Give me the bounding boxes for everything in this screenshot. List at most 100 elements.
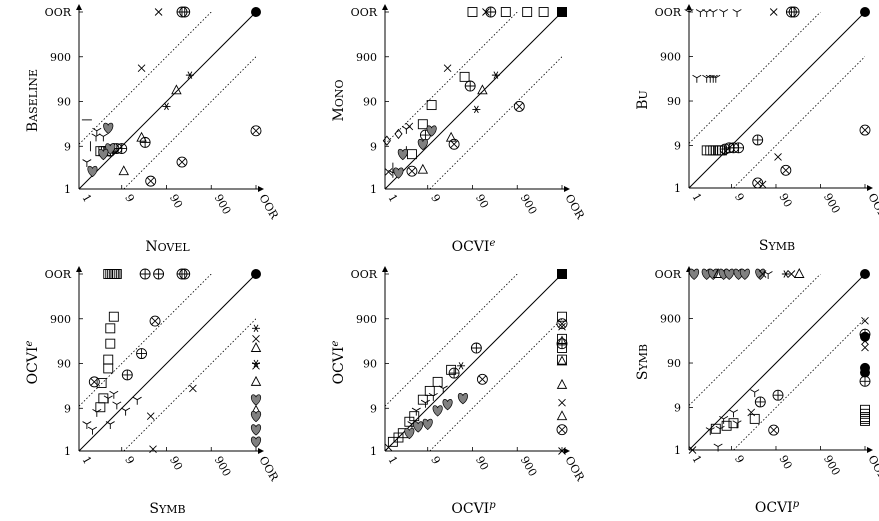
data-point-tri <box>705 74 715 83</box>
data-point-x <box>252 335 260 343</box>
y-tick-label: OOR <box>351 268 378 281</box>
data-point-tri <box>420 399 430 408</box>
data-point-heart <box>397 148 408 161</box>
y-tick-label: 900 <box>660 51 681 64</box>
x-tick-label: 1 <box>689 453 704 466</box>
x-tick-label: OOR <box>562 192 587 222</box>
lower-factor-line <box>733 56 865 188</box>
data-point-x <box>146 412 155 420</box>
data-point-diamond <box>382 135 391 146</box>
data-point-heart <box>739 268 750 280</box>
x-axis-title: OCVIp <box>755 499 800 517</box>
data-points <box>684 6 871 189</box>
data-point-star <box>162 102 171 111</box>
data-point-oplus <box>485 6 497 18</box>
reference-lines <box>689 12 865 188</box>
data-point-square <box>717 145 727 156</box>
y-axis-title: OCVIe <box>330 341 348 385</box>
data-point-heart <box>98 148 109 161</box>
x-tick-label: 1 <box>689 191 704 204</box>
data-point-oplus <box>733 142 745 154</box>
data-point-otimes <box>145 175 157 187</box>
x-tick-label: 90 <box>167 454 185 473</box>
data-point-diamond <box>394 128 403 140</box>
diagonal-line <box>385 12 562 189</box>
y-tick-label: 90 <box>57 358 71 371</box>
reference-lines <box>79 12 256 189</box>
data-point-otimes <box>149 315 161 327</box>
data-point-square <box>721 420 732 431</box>
data-point-tri <box>92 408 102 417</box>
data-point-tri <box>87 426 98 435</box>
lower-factor-line <box>123 56 256 189</box>
x-axis-arrow <box>564 448 570 454</box>
scatter-panel-6: 11 9 9 90 90 900 900 OOR OOR OCVIp SYMB <box>635 266 879 516</box>
data-point-tri <box>711 74 721 83</box>
data-point-tri <box>91 133 101 142</box>
data-point-square <box>557 343 567 353</box>
y-axis-title: BASELINE <box>25 69 41 132</box>
data-point-heart <box>689 268 700 280</box>
x-axis-title: SYMB <box>149 501 185 517</box>
data-points <box>688 268 871 454</box>
data-point-otimes <box>752 177 764 189</box>
data-point-tri <box>719 415 729 424</box>
y-axis-arrow <box>382 266 388 272</box>
data-point-square <box>538 7 549 17</box>
y-tick-label: 90 <box>363 96 377 109</box>
data-point-heart <box>755 268 766 280</box>
x-tick-label: 9 <box>732 191 747 204</box>
y-tick-label: 9 <box>674 140 681 153</box>
data-point-square <box>749 413 760 424</box>
data-point-tri <box>702 9 712 17</box>
y-tick-label: 1 <box>674 182 681 195</box>
data-point-heart <box>250 436 262 448</box>
data-point-square <box>103 269 114 279</box>
data-point-oplus <box>116 143 128 155</box>
x-axis-arrow <box>258 186 264 192</box>
data-point-square <box>557 354 567 365</box>
data-points <box>384 269 568 455</box>
scatter-panel-3: 11 9 9 90 90 900 900 OOR OOR SYMB BU <box>635 4 879 254</box>
data-point-square <box>417 394 428 405</box>
y-axis-title: BU <box>635 90 651 110</box>
x-tick-label: 1 <box>79 192 94 205</box>
data-point-triangle <box>250 342 262 352</box>
data-point-heart <box>250 394 262 406</box>
data-point-x <box>154 8 163 16</box>
data-point-x <box>861 316 869 325</box>
x-tick-label: 90 <box>776 453 794 472</box>
x-axis-title: SYMB <box>759 238 795 254</box>
data-point-filledsquare <box>557 269 567 279</box>
y-axis-title: MONO <box>331 79 347 121</box>
x-tick-label: 9 <box>122 192 137 205</box>
data-point-otimes <box>250 125 262 137</box>
data-point-triangle <box>794 268 805 278</box>
data-point-heart <box>724 268 735 280</box>
y-tick-label: 90 <box>57 96 71 109</box>
data-point-otimes <box>768 424 780 436</box>
data-point-oplus <box>179 268 191 280</box>
data-point-heart <box>413 421 424 433</box>
data-point-heart <box>442 399 453 411</box>
data-point-heart <box>426 125 437 137</box>
data-point-otimes <box>556 318 568 330</box>
data-point-triangle <box>477 84 488 95</box>
data-point-heart <box>393 167 404 179</box>
x-tick-label: 9 <box>122 454 137 467</box>
data-point-triangle <box>250 375 262 386</box>
data-point-square <box>103 363 114 374</box>
data-point-x <box>688 446 697 454</box>
data-point-tri <box>705 427 715 436</box>
y-axis-arrow <box>76 4 82 10</box>
reference-lines <box>385 12 562 189</box>
y-tick-label: OOR <box>351 6 378 19</box>
x-tick-label: 1 <box>385 454 400 467</box>
data-point-square <box>424 385 435 396</box>
diagonal-line <box>79 274 256 451</box>
upper-factor-line <box>385 274 518 407</box>
y-tick-label: 1 <box>370 445 377 458</box>
data-point-square <box>404 416 415 427</box>
data-point-otimes <box>406 165 418 177</box>
data-point-x <box>861 337 869 345</box>
